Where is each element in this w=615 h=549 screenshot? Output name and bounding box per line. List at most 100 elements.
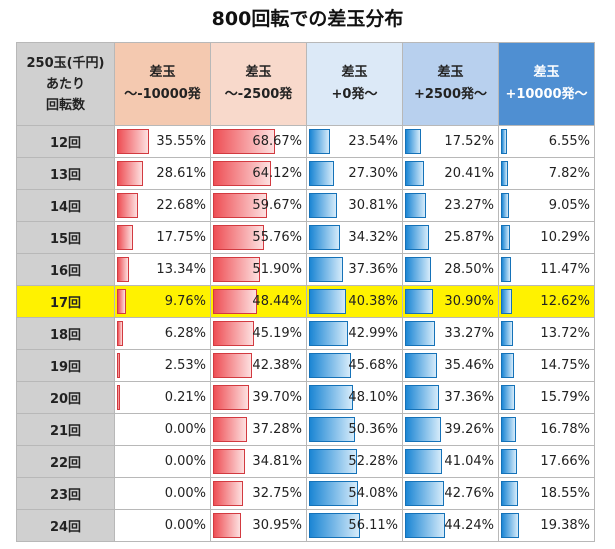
value-bar xyxy=(213,161,272,186)
column-header-line: 差玉 xyxy=(437,65,464,80)
value-bar xyxy=(309,193,338,218)
table-row: 24回 0.00% 30.95% 56.11% 44.24% 19.38% xyxy=(16,509,595,542)
table-row: 21回 0.00% 37.28% 50.36% 39.26% 16.78% xyxy=(16,413,595,446)
value-bar xyxy=(309,449,357,474)
value-label: 14.75% xyxy=(540,358,590,373)
data-cell: 35.46% xyxy=(402,349,499,382)
data-cell: 23.27% xyxy=(402,189,499,222)
table-body: 12回 35.55% 68.67% 23.54% 17.52% 6.55% 13回 28.61… xyxy=(16,125,595,542)
data-cell: 56.11% xyxy=(306,509,403,542)
value-label: 42.38% xyxy=(252,358,302,373)
data-cell: 51.90% xyxy=(210,253,307,286)
value-label: 45.68% xyxy=(348,358,398,373)
data-cell: 6.28% xyxy=(114,317,211,350)
value-label: 39.70% xyxy=(252,390,302,405)
value-label: 23.54% xyxy=(348,134,398,149)
value-label: 15.79% xyxy=(540,390,590,405)
data-cell: 50.36% xyxy=(306,413,403,446)
value-label: 42.99% xyxy=(348,326,398,341)
row-label: 18回 xyxy=(16,317,115,350)
row-label: 13回 xyxy=(16,157,115,190)
data-cell: 52.28% xyxy=(306,445,403,478)
value-label: 0.00% xyxy=(164,486,206,501)
data-cell: 28.50% xyxy=(402,253,499,286)
value-label: 42.76% xyxy=(444,486,494,501)
value-label: 19.38% xyxy=(540,518,590,533)
table-row: 23回 0.00% 32.75% 54.08% 42.76% 18.55% xyxy=(16,477,595,510)
row-label: 24回 xyxy=(16,509,115,542)
value-label: 48.44% xyxy=(252,294,302,309)
data-cell: 37.28% xyxy=(210,413,307,446)
value-label: 16.78% xyxy=(540,422,590,437)
value-bar xyxy=(405,289,434,314)
value-bar xyxy=(309,321,349,346)
value-bar xyxy=(501,225,511,250)
value-label: 68.67% xyxy=(252,134,302,149)
value-bar xyxy=(501,161,509,186)
row-label: 19回 xyxy=(16,349,115,382)
row-label: 21回 xyxy=(16,413,115,446)
data-cell: 16.78% xyxy=(498,413,595,446)
value-bar xyxy=(117,257,130,282)
value-label: 17.52% xyxy=(444,134,494,149)
data-cell: 11.47% xyxy=(498,253,595,286)
value-bar xyxy=(309,353,351,378)
value-label: 52.28% xyxy=(348,454,398,469)
value-bar xyxy=(501,257,512,282)
value-bar xyxy=(213,353,252,378)
value-label: 37.36% xyxy=(348,262,398,277)
value-bar xyxy=(405,481,444,506)
table-row: 18回 6.28% 45.19% 42.99% 33.27% 13.72% xyxy=(16,317,595,350)
row-header: 250玉(千円) あたり 回転数 xyxy=(16,42,115,126)
data-cell: 2.53% xyxy=(114,349,211,382)
data-cell: 42.38% xyxy=(210,349,307,382)
value-label: 28.61% xyxy=(156,166,206,181)
value-bar xyxy=(213,193,268,218)
column-header-line: 差玉 xyxy=(533,65,560,80)
data-cell: 33.27% xyxy=(402,317,499,350)
table-row: 19回 2.53% 42.38% 45.68% 35.46% 14.75% xyxy=(16,349,595,382)
value-bar xyxy=(117,129,150,154)
data-cell: 17.66% xyxy=(498,445,595,478)
value-bar xyxy=(501,385,516,410)
distribution-table: 250玉(千円) あたり 回転数 差玉 ～-10000発 差玉 ～-2500発 … xyxy=(16,42,595,542)
data-cell: 48.44% xyxy=(210,285,307,318)
value-label: 34.81% xyxy=(252,454,302,469)
table-row: 12回 35.55% 68.67% 23.54% 17.52% 6.55% xyxy=(16,125,595,158)
value-bar xyxy=(117,225,134,250)
value-label: 2.53% xyxy=(164,358,206,373)
value-label: 51.90% xyxy=(252,262,302,277)
value-bar xyxy=(213,225,264,250)
data-cell: 40.38% xyxy=(306,285,403,318)
data-cell: 18.55% xyxy=(498,477,595,510)
value-label: 50.36% xyxy=(348,422,398,437)
value-label: 0.00% xyxy=(164,454,206,469)
column-header: 差玉 ～-10000発 xyxy=(114,42,211,126)
table-row: 22回 0.00% 34.81% 52.28% 41.04% 17.66% xyxy=(16,445,595,478)
data-cell: 42.99% xyxy=(306,317,403,350)
value-label: 39.26% xyxy=(444,422,494,437)
value-bar xyxy=(117,161,144,186)
value-bar xyxy=(213,513,242,538)
column-header: 差玉 ～-2500発 xyxy=(210,42,307,126)
data-cell: 17.75% xyxy=(114,221,211,254)
data-cell: 48.10% xyxy=(306,381,403,414)
value-label: 18.55% xyxy=(540,486,590,501)
value-bar xyxy=(213,321,255,346)
data-cell: 30.81% xyxy=(306,189,403,222)
value-bar xyxy=(309,161,334,186)
data-cell: 6.55% xyxy=(498,125,595,158)
data-cell: 37.36% xyxy=(306,253,403,286)
data-cell: 37.36% xyxy=(402,381,499,414)
value-bar xyxy=(501,321,514,346)
value-label: 9.76% xyxy=(164,294,206,309)
column-header: 差玉 +10000発～ xyxy=(498,42,595,126)
value-label: 32.75% xyxy=(252,486,302,501)
value-bar xyxy=(405,161,424,186)
data-cell: 12.62% xyxy=(498,285,595,318)
column-header-line: ～-10000発 xyxy=(124,87,201,102)
value-bar xyxy=(405,225,429,250)
value-label: 23.27% xyxy=(444,198,494,213)
value-bar xyxy=(405,385,439,410)
data-cell: 30.90% xyxy=(402,285,499,318)
